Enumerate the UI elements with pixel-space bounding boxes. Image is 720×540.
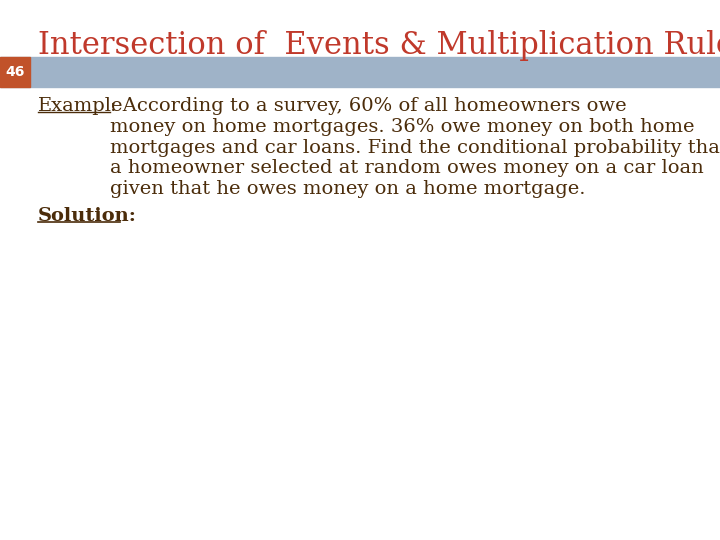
Bar <box>0 57 30 87</box>
Text: Example: Example <box>38 97 124 115</box>
Text: : According to a survey, 60% of all homeowners owe
money on home mortgages. 36% : : According to a survey, 60% of all home… <box>110 97 720 198</box>
Bar <box>0 57 720 87</box>
Text: Intersection of  Events & Multiplication Rule: Intersection of Events & Multiplication … <box>38 30 720 61</box>
Text: Solution:: Solution: <box>38 207 137 225</box>
Text: 46: 46 <box>5 65 24 79</box>
